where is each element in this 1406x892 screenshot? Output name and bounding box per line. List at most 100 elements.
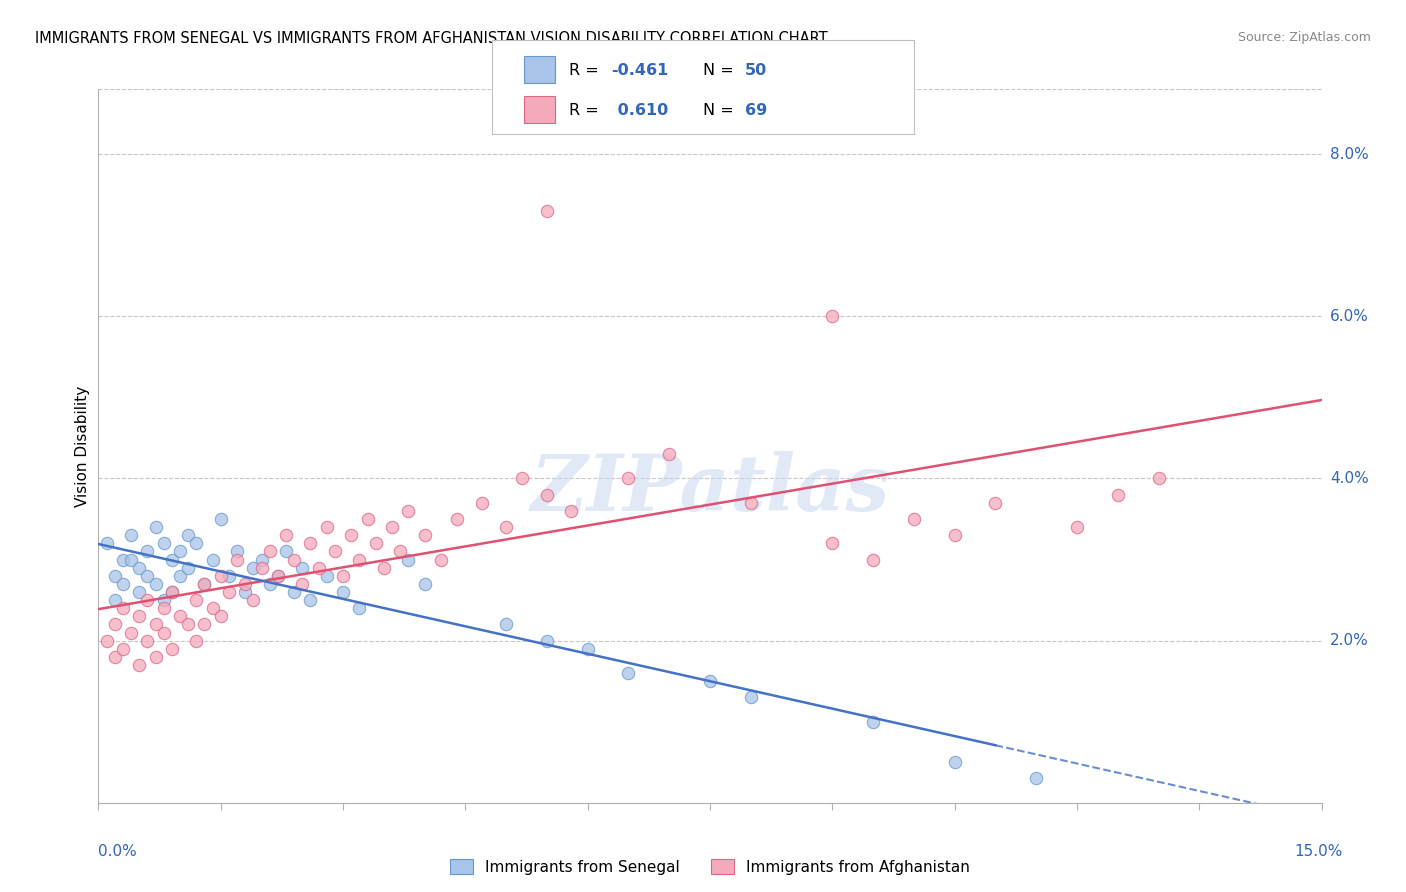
Point — [226, 552, 249, 566]
Point — [177, 560, 200, 574]
Point — [1025, 772, 1047, 786]
Point — [323, 544, 346, 558]
Point — [177, 617, 200, 632]
Point — [186, 536, 208, 550]
Point — [152, 536, 174, 550]
Point — [658, 447, 681, 461]
Point — [152, 601, 174, 615]
Point — [111, 552, 134, 566]
Point — [862, 714, 884, 729]
Point — [145, 649, 167, 664]
Point — [209, 609, 232, 624]
Text: R =: R = — [569, 103, 605, 119]
Point — [193, 617, 215, 632]
Point — [862, 552, 884, 566]
Point — [169, 609, 191, 624]
Point — [160, 552, 183, 566]
Point — [120, 552, 142, 566]
Point — [283, 585, 305, 599]
Point — [218, 568, 240, 582]
Point — [145, 520, 167, 534]
Point — [111, 577, 134, 591]
Point — [430, 552, 453, 566]
Point — [259, 577, 281, 591]
Point — [943, 528, 966, 542]
Point — [332, 568, 354, 582]
Point — [299, 593, 322, 607]
Point — [218, 585, 240, 599]
Point — [340, 528, 363, 542]
Point — [356, 512, 378, 526]
Text: 2.0%: 2.0% — [1330, 633, 1368, 648]
Text: IMMIGRANTS FROM SENEGAL VS IMMIGRANTS FROM AFGHANISTAN VISION DISABILITY CORRELA: IMMIGRANTS FROM SENEGAL VS IMMIGRANTS FR… — [35, 31, 828, 46]
Point — [233, 577, 256, 591]
Text: 6.0%: 6.0% — [1330, 309, 1369, 324]
Point — [943, 756, 966, 770]
Point — [536, 633, 558, 648]
Point — [145, 577, 167, 591]
Text: 50: 50 — [745, 62, 768, 78]
Point — [740, 496, 762, 510]
Point — [201, 552, 224, 566]
Point — [104, 649, 127, 664]
Point — [145, 617, 167, 632]
Point — [242, 593, 264, 607]
Point — [471, 496, 494, 510]
Point — [136, 568, 159, 582]
Point — [152, 593, 174, 607]
Point — [617, 471, 640, 485]
Text: 15.0%: 15.0% — [1295, 845, 1343, 859]
Point — [201, 601, 224, 615]
Point — [160, 641, 183, 656]
Point — [396, 504, 419, 518]
Point — [699, 674, 721, 689]
Point — [560, 504, 582, 518]
Point — [160, 585, 183, 599]
Point — [128, 560, 150, 574]
Legend: Immigrants from Senegal, Immigrants from Afghanistan: Immigrants from Senegal, Immigrants from… — [444, 853, 976, 880]
Text: ZIPatlas: ZIPatlas — [530, 450, 890, 527]
Text: 69: 69 — [745, 103, 768, 119]
Point — [169, 568, 191, 582]
Point — [308, 560, 330, 574]
Point — [250, 552, 273, 566]
Point — [233, 585, 256, 599]
Point — [193, 577, 215, 591]
Point — [111, 641, 134, 656]
Point — [1066, 520, 1088, 534]
Point — [283, 552, 305, 566]
Point — [96, 633, 118, 648]
Point — [413, 577, 436, 591]
Point — [128, 585, 150, 599]
Point — [821, 310, 844, 324]
Point — [291, 560, 314, 574]
Point — [315, 520, 337, 534]
Point — [136, 593, 159, 607]
Point — [186, 633, 208, 648]
Point — [373, 560, 395, 574]
Point — [152, 625, 174, 640]
Point — [104, 593, 127, 607]
Point — [984, 496, 1007, 510]
Text: R =: R = — [569, 62, 605, 78]
Point — [209, 568, 232, 582]
Point — [111, 601, 134, 615]
Point — [495, 520, 517, 534]
Point — [821, 536, 844, 550]
Point — [364, 536, 387, 550]
Point — [495, 617, 517, 632]
Text: 8.0%: 8.0% — [1330, 146, 1368, 161]
Point — [128, 657, 150, 672]
Point — [512, 471, 534, 485]
Point — [267, 568, 290, 582]
Point — [291, 577, 314, 591]
Point — [259, 544, 281, 558]
Point — [413, 528, 436, 542]
Point — [226, 544, 249, 558]
Point — [446, 512, 468, 526]
Point — [136, 633, 159, 648]
Point — [349, 552, 371, 566]
Point — [104, 568, 127, 582]
Point — [193, 577, 215, 591]
Point — [740, 690, 762, 705]
